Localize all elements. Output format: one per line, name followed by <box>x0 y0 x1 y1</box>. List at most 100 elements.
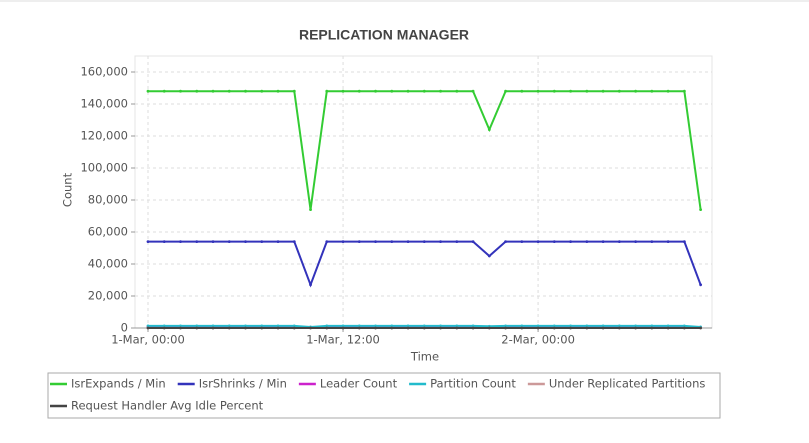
data-point <box>357 326 361 330</box>
y-tick-label: 20,000 <box>88 289 128 303</box>
data-point <box>244 326 247 330</box>
data-point <box>699 208 703 212</box>
data-point <box>617 89 621 93</box>
data-point <box>650 89 654 93</box>
data-point <box>552 324 556 328</box>
data-point <box>585 326 589 330</box>
data-point <box>536 324 540 328</box>
data-point <box>325 240 329 244</box>
data-point <box>455 240 459 244</box>
data-point <box>666 240 670 244</box>
data-point <box>617 324 621 328</box>
data-point <box>666 326 670 330</box>
data-point <box>439 89 442 93</box>
data-point <box>422 326 426 330</box>
data-point <box>455 324 459 328</box>
legend-label: Partition Count <box>430 377 516 391</box>
data-point <box>682 240 686 244</box>
legend-label: Under Replicated Partitions <box>549 377 706 391</box>
data-point <box>504 326 507 330</box>
data-point <box>634 326 638 330</box>
data-point <box>211 240 215 244</box>
data-point <box>211 324 215 328</box>
data-point <box>195 240 199 244</box>
data-point <box>292 89 296 93</box>
data-point <box>276 89 280 93</box>
data-point <box>341 240 345 244</box>
data-point <box>650 326 654 330</box>
data-point <box>471 324 475 328</box>
data-point <box>439 326 442 330</box>
data-point <box>406 324 410 328</box>
data-point <box>341 324 345 328</box>
data-point <box>471 89 475 93</box>
data-point <box>260 89 264 93</box>
data-point <box>244 240 247 244</box>
data-point <box>552 89 556 93</box>
data-point <box>260 324 264 328</box>
y-tick-label: 60,000 <box>88 225 128 239</box>
data-point <box>292 324 296 328</box>
data-point <box>650 324 654 328</box>
y-tick-label: 40,000 <box>88 257 128 271</box>
data-point <box>260 240 264 244</box>
y-tick-label: 140,000 <box>80 97 128 111</box>
y-tick-label: 100,000 <box>80 161 128 175</box>
data-point <box>601 240 605 244</box>
legend-label: Leader Count <box>320 377 398 391</box>
data-point <box>162 240 166 244</box>
data-point <box>309 283 312 287</box>
data-point <box>471 240 475 244</box>
legend-label: IsrShrinks / Min <box>199 377 287 391</box>
y-axis-label: Count <box>61 172 75 207</box>
data-point <box>244 324 247 328</box>
data-point <box>357 324 361 328</box>
data-point <box>439 240 442 244</box>
data-point <box>520 326 524 330</box>
data-point <box>487 254 491 258</box>
data-point <box>195 326 199 330</box>
data-point <box>569 324 572 328</box>
data-point <box>487 128 491 132</box>
data-point <box>455 326 459 330</box>
data-point <box>422 89 426 93</box>
data-point <box>682 326 686 330</box>
legend-label: Request Handler Avg Idle Percent <box>71 399 264 413</box>
data-point <box>390 240 394 244</box>
data-point <box>260 326 264 330</box>
data-point <box>195 89 199 93</box>
data-point <box>634 89 638 93</box>
data-point <box>292 240 296 244</box>
data-point <box>195 324 199 328</box>
data-point <box>211 89 215 93</box>
data-point <box>601 324 605 328</box>
data-point <box>179 324 182 328</box>
data-point <box>504 89 507 93</box>
data-point <box>504 240 507 244</box>
data-point <box>666 324 670 328</box>
data-point <box>374 240 377 244</box>
x-tick-label: 1-Mar, 12:00 <box>306 333 380 347</box>
data-point <box>309 326 312 330</box>
data-point <box>520 324 524 328</box>
data-point <box>357 89 361 93</box>
data-point <box>552 326 556 330</box>
data-point <box>422 240 426 244</box>
data-point <box>179 240 182 244</box>
plot-area <box>134 55 713 329</box>
data-point <box>325 324 329 328</box>
legend-box <box>47 372 721 419</box>
data-point <box>179 326 182 330</box>
x-tick-label: 2-Mar, 00:00 <box>501 333 575 347</box>
data-point <box>227 89 231 93</box>
y-tick-label: 0 <box>121 321 128 335</box>
data-point <box>162 89 166 93</box>
data-point <box>699 283 703 287</box>
data-point <box>585 240 589 244</box>
data-point <box>569 326 572 330</box>
data-point <box>374 89 377 93</box>
data-point <box>276 324 280 328</box>
data-point <box>585 89 589 93</box>
data-point <box>390 326 394 330</box>
